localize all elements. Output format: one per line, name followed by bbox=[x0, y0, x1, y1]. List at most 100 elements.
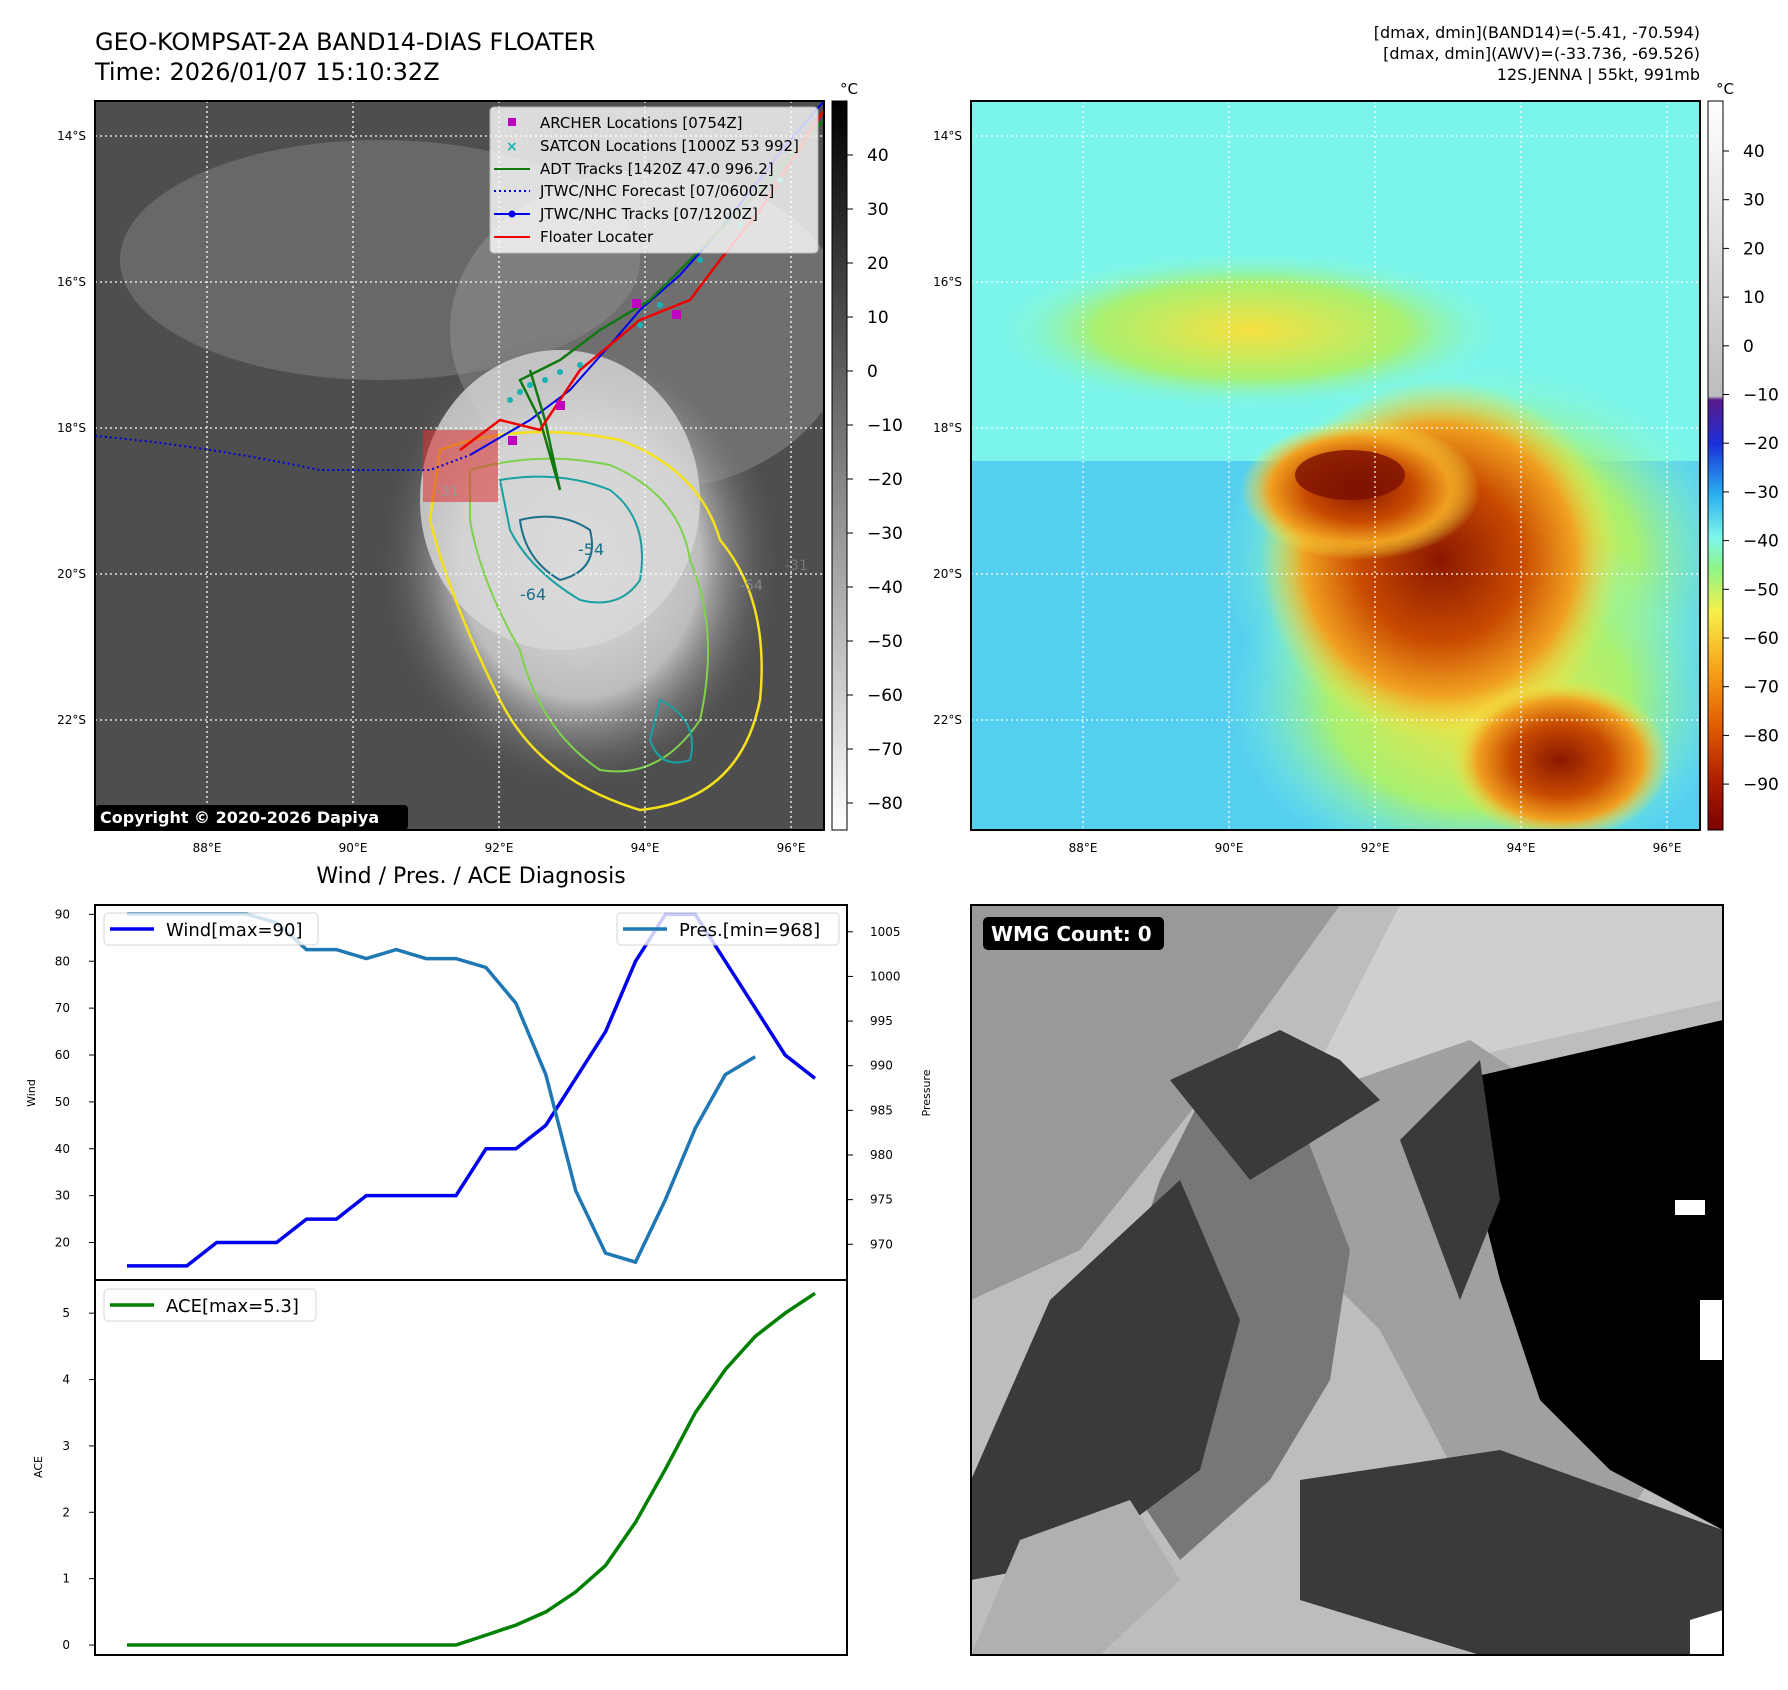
y2-tick-label: 970 bbox=[870, 1237, 893, 1251]
panel-band14: GEO-KOMPSAT-2A BAND14-DIAS FLOATER Time:… bbox=[57, 28, 903, 855]
lat-label: 18°S bbox=[57, 421, 86, 435]
colorbar-tick-label: 30 bbox=[867, 200, 889, 220]
colorbar-tick-label: 40 bbox=[867, 146, 889, 166]
colorbar-tick-label: −30 bbox=[867, 524, 903, 544]
y-tick-label: 40 bbox=[55, 1142, 70, 1156]
contour-label: -31 bbox=[436, 484, 459, 500]
wind-axis-label: Wind bbox=[25, 1079, 38, 1107]
legend-label-floater: Floater Locater bbox=[540, 228, 654, 246]
y-tick-label: 90 bbox=[55, 907, 70, 921]
lon-label: 88°E bbox=[1069, 841, 1098, 855]
colorbar-tick-label: 10 bbox=[867, 308, 889, 328]
contour-label: -54 bbox=[740, 578, 763, 594]
colorbar-tick-label: −70 bbox=[867, 740, 903, 760]
lat-label: 20°S bbox=[57, 567, 86, 581]
contour-label: -64 bbox=[520, 585, 546, 604]
pressure-yticks: 970 975 980 985 990 995 1000 1005 bbox=[847, 925, 901, 1251]
lon-label: 94°E bbox=[1507, 841, 1536, 855]
colorbar-gray bbox=[831, 100, 848, 831]
y2-tick-label: 980 bbox=[870, 1148, 893, 1162]
legend-label-archer: ARCHER Locations [0754Z] bbox=[540, 114, 743, 132]
y-tick-label: 0 bbox=[62, 1638, 70, 1652]
colorbar-tick-label: 0 bbox=[1743, 337, 1754, 357]
floater-box bbox=[423, 430, 498, 502]
contour-label: -31 bbox=[785, 558, 808, 574]
wmg-badge bbox=[983, 917, 1164, 950]
colorbar-tick-label: −10 bbox=[1743, 386, 1779, 406]
colorbar-tick-label: 40 bbox=[1743, 142, 1765, 162]
wind-yticks: 20 30 40 50 60 70 80 90 bbox=[55, 907, 95, 1250]
y-tick-label: 30 bbox=[55, 1189, 70, 1203]
y-tick-label: 4 bbox=[62, 1373, 70, 1387]
colorbar-tick-label: −50 bbox=[1743, 580, 1779, 600]
ace-axis-label: ACE bbox=[32, 1456, 45, 1478]
awv-image bbox=[971, 101, 1700, 830]
y-tick-label: 1 bbox=[62, 1572, 70, 1586]
lat-grid bbox=[95, 135, 824, 721]
archer-markers bbox=[508, 299, 681, 445]
chart-title: Wind / Pres. / ACE Diagnosis bbox=[316, 864, 625, 889]
jtwc-forecast-track bbox=[95, 435, 471, 471]
lon-label: 90°E bbox=[1215, 841, 1244, 855]
lat-label: 14°S bbox=[933, 129, 962, 143]
colorbar-tick-label: 0 bbox=[867, 362, 878, 382]
legend-label-satcon: SATCON Locations [1000Z 53 992] bbox=[540, 137, 799, 155]
wind-legend-label: Wind[max=90] bbox=[166, 920, 303, 941]
wmg-badge-text: WMG Count: 0 bbox=[991, 922, 1152, 946]
contour-label: -54 bbox=[578, 540, 604, 559]
colorbar-tick-label: −90 bbox=[1743, 775, 1779, 795]
lat-label: 22°S bbox=[57, 713, 86, 727]
y-tick-label: 20 bbox=[55, 1236, 70, 1250]
lat-label: 14°S bbox=[57, 129, 86, 143]
panel-awv: [dmax, dmin](BAND14)=(-5.41, -70.594) [d… bbox=[933, 23, 1779, 855]
wind-legend: Wind[max=90] bbox=[103, 912, 319, 946]
y-tick-label: 5 bbox=[62, 1306, 70, 1320]
lon-label: 94°E bbox=[631, 841, 660, 855]
legend-marker-satcon: × bbox=[506, 139, 518, 155]
ace-legend-label: ACE[max=5.3] bbox=[166, 1296, 299, 1317]
y2-tick-label: 985 bbox=[870, 1103, 893, 1117]
wmg-frame bbox=[970, 904, 1724, 1656]
copyright-text: Copyright © 2020-2026 Dapiya bbox=[100, 808, 379, 827]
y2-tick-label: 995 bbox=[870, 1014, 893, 1028]
lon-label: 92°E bbox=[1361, 841, 1390, 855]
y-tick-label: 60 bbox=[55, 1048, 70, 1062]
colorbar-tick-label: −80 bbox=[867, 794, 903, 814]
colorbar-unit: °C bbox=[840, 80, 858, 98]
pressure-legend-label: Pres.[min=968] bbox=[679, 920, 820, 941]
colorbar-tick-label: −70 bbox=[1743, 678, 1779, 698]
legend-label-jtwc: JTWC/NHC Tracks [07/1200Z] bbox=[539, 205, 758, 223]
colorbar-tick-label: −40 bbox=[867, 578, 903, 598]
wind-pres-axes bbox=[94, 904, 848, 1281]
ace-series-line bbox=[127, 1291, 816, 1647]
colorbar-tick-label: 30 bbox=[1743, 191, 1765, 211]
y-tick-label: 2 bbox=[62, 1505, 70, 1519]
colorbar-tick-label: −80 bbox=[1743, 726, 1779, 746]
info-line2: [dmax, dmin](AWV)=(-33.736, -69.526) bbox=[1383, 44, 1700, 63]
y2-tick-label: 1000 bbox=[870, 969, 901, 983]
colorbar-tick-label: −30 bbox=[1743, 483, 1779, 503]
lon-label: 88°E bbox=[193, 841, 222, 855]
lon-label: 92°E bbox=[485, 841, 514, 855]
panel-title-line2: Time: 2026/01/07 15:10:32Z bbox=[94, 58, 440, 86]
y2-tick-label: 990 bbox=[870, 1059, 893, 1073]
legend-label-forecast: JTWC/NHC Forecast [07/0600Z] bbox=[539, 182, 774, 200]
colorbar-rainbow bbox=[1707, 100, 1724, 831]
colorbar-unit: °C bbox=[1716, 80, 1734, 98]
ace-yticks: 0 1 2 3 4 5 bbox=[62, 1306, 95, 1652]
y2-tick-label: 975 bbox=[870, 1193, 893, 1207]
legend-marker-archer bbox=[508, 118, 516, 126]
lat-label: 22°S bbox=[933, 713, 962, 727]
y-tick-label: 80 bbox=[55, 954, 70, 968]
info-line1: [dmax, dmin](BAND14)=(-5.41, -70.594) bbox=[1374, 23, 1700, 42]
colorbar-tick-label: −60 bbox=[1743, 629, 1779, 649]
colorbar-tick-label: 20 bbox=[1743, 239, 1765, 259]
pressure-legend: Pres.[min=968] bbox=[616, 912, 840, 946]
colorbar-tick-label: −60 bbox=[867, 686, 903, 706]
pressure-axis-label: Pressure bbox=[920, 1069, 933, 1116]
panel-diagnosis: Wind / Pres. / ACE Diagnosis Wind Pressu… bbox=[25, 864, 933, 1656]
lat-label: 16°S bbox=[933, 275, 962, 289]
colorbar-tick-label: −20 bbox=[867, 470, 903, 490]
panel-wmg: WMG Count: 0 bbox=[970, 904, 1724, 1656]
